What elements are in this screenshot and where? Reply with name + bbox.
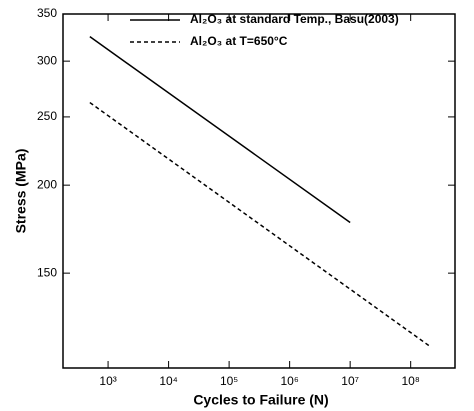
y-tick-label: 200 <box>37 177 57 191</box>
y-tick-label: 150 <box>37 265 57 279</box>
series-line <box>89 36 351 224</box>
legend-label: Al₂O₃ at standard Temp., Basu(2003) <box>190 12 399 26</box>
y-tick-label: 300 <box>37 53 57 67</box>
legend-label: Al₂O₃ at T=650°C <box>190 34 288 48</box>
x-tick-label: 10⁵ <box>220 374 238 388</box>
x-tick-label: 10⁸ <box>401 374 419 388</box>
x-tick-label: 10⁴ <box>159 374 178 388</box>
x-tick-label: 10³ <box>99 374 116 388</box>
y-axis-title: Stress (MPa) <box>13 149 29 234</box>
plot-frame <box>62 13 456 369</box>
x-tick-label: 10⁶ <box>280 374 298 388</box>
x-tick-label: 10⁷ <box>341 374 359 388</box>
x-axis-title: Cycles to Failure (N) <box>193 392 328 408</box>
y-tick-label: 250 <box>37 109 57 123</box>
y-tick-label: 350 <box>37 6 57 20</box>
series-line <box>89 101 431 348</box>
